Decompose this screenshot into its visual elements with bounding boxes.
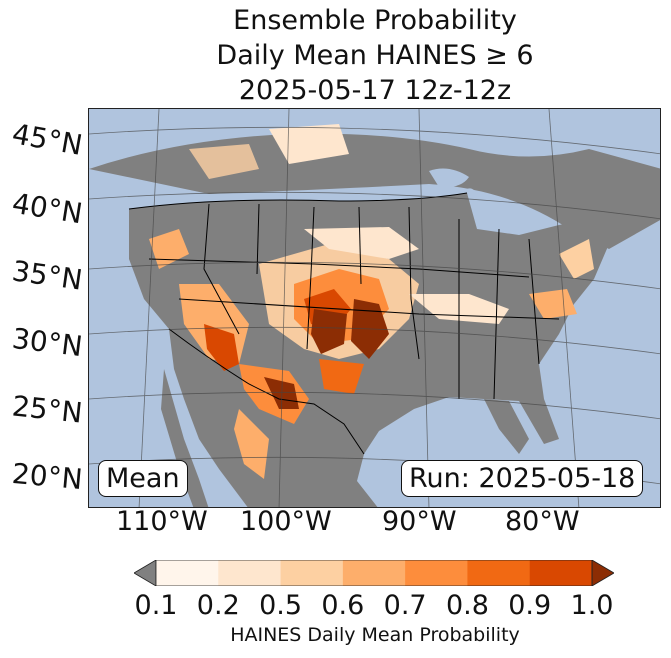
map-canvas: [89, 109, 660, 507]
colorbar-over-arrow: [591, 560, 614, 586]
colorbar-tick-label: 0.8: [445, 590, 489, 621]
colorbar-tick-label: 0.9: [508, 590, 552, 621]
lat-label-30: 30°N: [10, 321, 85, 364]
mexico-land: [169, 329, 378, 507]
colorbar-tick-label: 0.1: [134, 590, 178, 621]
colorbar-bin: [529, 560, 593, 586]
borders: [128, 192, 560, 455]
lake-erie: [519, 220, 559, 233]
lat-label-45: 45°N: [9, 117, 85, 162]
title-line-3: 2025-05-17 12z-12z: [238, 75, 512, 106]
colorbar-bin: [405, 560, 468, 586]
lake-superior: [429, 168, 469, 188]
colorbar-outline: [155, 560, 593, 586]
lat-label-35: 35°N: [10, 254, 85, 297]
lon-label-80w: 80°W: [505, 506, 580, 537]
colorbar-tick-label: 0.7: [383, 590, 427, 621]
colorbar-tick-label: 0.5: [259, 590, 303, 621]
mean-label-box: Mean: [98, 460, 188, 497]
colorbar-tick-label: 1.0: [570, 590, 614, 621]
lat-label-40: 40°N: [9, 186, 85, 231]
colorbar-bin: [218, 560, 282, 586]
colorbar-bin: [156, 560, 219, 586]
graticule: [89, 109, 660, 507]
lat-label-20: 20°N: [10, 456, 84, 497]
lat-label-25: 25°N: [10, 389, 85, 430]
colorbar-under-arrow: [134, 560, 157, 586]
baja-land: [161, 369, 209, 507]
title-line-1: Ensemble Probability: [233, 5, 517, 36]
lon-label-90w: 90°W: [382, 506, 457, 537]
florida-land: [484, 399, 529, 454]
colorbar-bin: [467, 560, 531, 586]
colorbar-tick-label: 0.2: [196, 590, 240, 621]
colorbar-bin: [280, 560, 344, 586]
probability-shading: [149, 124, 594, 479]
lon-label-110w: 110°W: [116, 506, 208, 537]
colorbar-label: HAINES Daily Mean Probability: [230, 624, 520, 646]
lon-label-100w: 100°W: [240, 506, 332, 537]
colorbar-tick-label: 0.6: [321, 590, 365, 621]
colorbar: [134, 560, 614, 586]
map-panel: [88, 108, 661, 508]
run-date-box: Run: 2025-05-18: [401, 460, 644, 497]
colorbar-bin: [342, 560, 406, 586]
lake-huron: [489, 196, 514, 222]
colorbar-bins: [156, 560, 593, 586]
title-line-2: Daily Mean HAINES ≥ 6: [216, 40, 534, 71]
